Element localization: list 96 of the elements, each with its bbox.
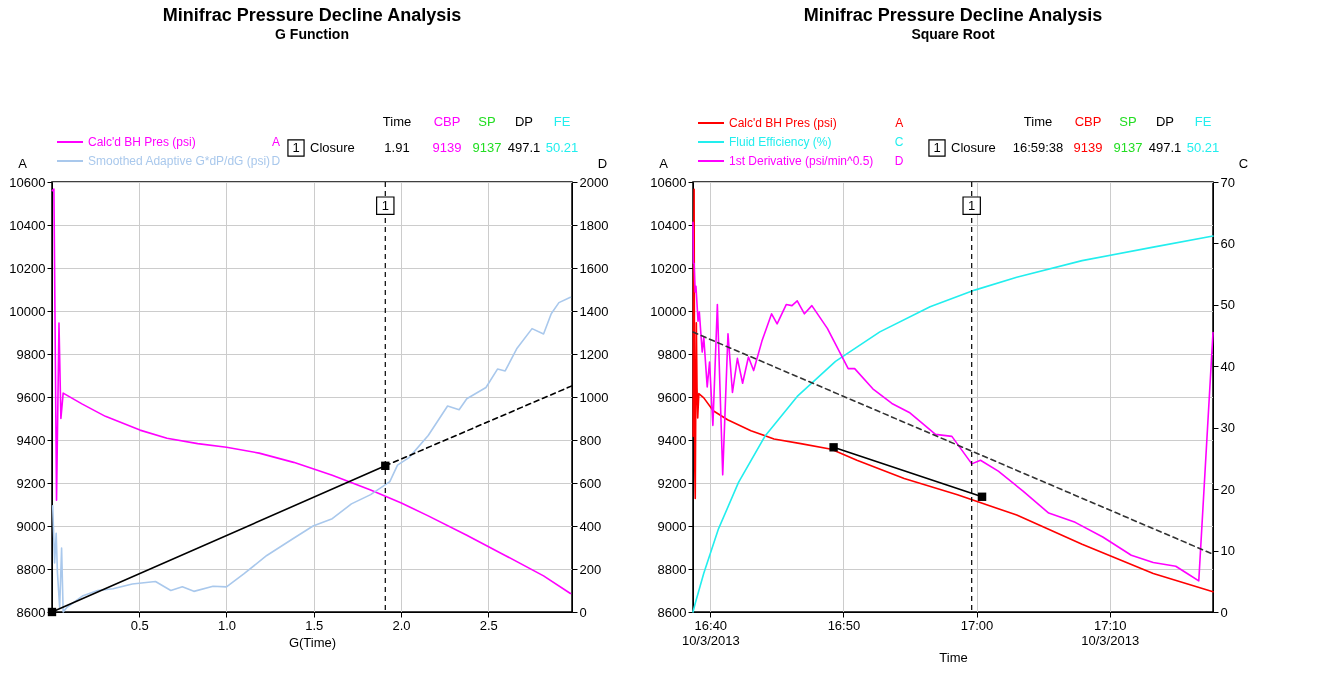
- y2-tick-label: 40: [1220, 358, 1235, 374]
- y2-tick-label: 1800: [579, 217, 609, 233]
- y2-tick-label: 600: [579, 475, 602, 491]
- y-tick-label: 10600: [650, 174, 687, 190]
- text: 497.1: [507, 140, 541, 155]
- text: A: [271, 135, 280, 149]
- text: CBP: [1074, 114, 1102, 129]
- x-axis-title: Time: [939, 649, 968, 665]
- legend-label: Smoothed Adaptive G*dP/dG (psi): [88, 154, 271, 168]
- x-tick-label: 16:50: [827, 617, 861, 633]
- x-tick-label: 0.5: [130, 617, 149, 633]
- y-tick-label: 9400: [16, 432, 46, 448]
- y2-tick-label: 1400: [579, 303, 609, 319]
- y2-tick-label: 70: [1220, 174, 1235, 190]
- text: 1: [292, 140, 300, 155]
- chart-subtitle: Square Root: [911, 26, 995, 42]
- text: 16:59:38: [1012, 140, 1064, 155]
- y-tick-label: 9200: [16, 475, 46, 491]
- x-tick-label: 17:10 10/3/2013: [1081, 617, 1140, 648]
- text: 50.21: [1186, 140, 1220, 155]
- y2-tick-label: 800: [579, 432, 602, 448]
- y2-tick-label: 20: [1220, 481, 1235, 497]
- y2-tick-label: 200: [579, 561, 602, 577]
- y-tick-label: 10000: [9, 303, 46, 319]
- y-axis-title: A: [18, 155, 28, 171]
- legend-label: 1st Derivative (psi/min^0.5): [729, 154, 874, 168]
- y-tick-label: 9200: [657, 475, 687, 491]
- y2-tick-label: 10: [1220, 543, 1235, 559]
- text: CBP: [433, 114, 461, 129]
- legend-label: Calc'd BH Pres (psi): [729, 116, 837, 130]
- y-axis-title: A: [659, 155, 669, 171]
- text: Time: [382, 114, 412, 129]
- legend-label: Calc'd BH Pres (psi): [88, 135, 196, 149]
- text: Time: [1023, 114, 1053, 129]
- y-tick-label: 9600: [657, 389, 687, 405]
- y-tick-label: 9400: [657, 432, 687, 448]
- text: 9139: [1073, 140, 1103, 155]
- text: SP: [478, 114, 496, 129]
- x-tick-label: 16:40 10/3/2013: [681, 617, 740, 648]
- y2-tick-label: 50: [1220, 297, 1235, 313]
- y-tick-label: 9800: [16, 346, 46, 362]
- y-tick-label: 8600: [16, 604, 46, 620]
- text: 9139: [432, 140, 462, 155]
- x-tick-label: 2.5: [479, 617, 498, 633]
- y2-tick-label: 60: [1220, 235, 1235, 251]
- y-tick-label: 10200: [9, 260, 46, 276]
- y2-tick-label: 30: [1220, 420, 1235, 436]
- text: 1.91: [384, 140, 410, 155]
- x-axis-title: G(Time): [288, 634, 337, 650]
- y2-tick-label: 0: [579, 604, 587, 620]
- y2-axis-title: C: [1238, 155, 1249, 171]
- y-tick-label: 10600: [9, 174, 46, 190]
- text: 497.1: [1148, 140, 1182, 155]
- y2-axis-title: D: [597, 155, 608, 171]
- text: 50.21: [545, 140, 579, 155]
- y-tick-label: 9600: [16, 389, 46, 405]
- chart-title: Minifrac Pressure Decline Analysis: [803, 5, 1103, 25]
- y-tick-label: 8600: [657, 604, 687, 620]
- y2-tick-label: 1600: [579, 260, 609, 276]
- y2-tick-label: 0: [1220, 604, 1228, 620]
- text: 1: [933, 140, 941, 155]
- text: 9137: [1113, 140, 1143, 155]
- x-tick-label: 2.0: [392, 617, 411, 633]
- y-tick-label: 9000: [657, 518, 687, 534]
- y2-tick-label: 1000: [579, 389, 609, 405]
- y2-tick-label: 2000: [579, 174, 609, 190]
- text: DP: [514, 114, 534, 129]
- y2-tick-label: 400: [579, 518, 602, 534]
- x-tick-label: 1.0: [217, 617, 237, 633]
- y2-tick-label: 1200: [579, 346, 609, 362]
- text: A: [895, 116, 904, 130]
- chart-title: Minifrac Pressure Decline Analysis: [162, 5, 462, 25]
- y-tick-label: 9800: [657, 346, 687, 362]
- text: D: [894, 154, 904, 168]
- text: Closure: [951, 140, 996, 155]
- text: DP: [1155, 114, 1175, 129]
- y-tick-label: 8800: [16, 561, 46, 577]
- y-tick-label: 10000: [650, 303, 687, 319]
- text: Closure: [310, 140, 355, 155]
- text: SP: [1119, 114, 1137, 129]
- annotation: 1: [381, 197, 389, 213]
- y-tick-label: 10400: [9, 217, 46, 233]
- text: 9137: [472, 140, 502, 155]
- x-tick-label: 17:00: [960, 617, 994, 633]
- y-tick-label: 8800: [657, 561, 687, 577]
- legend-label: Fluid Efficiency (%): [729, 135, 832, 149]
- x-tick-label: 1.5: [305, 617, 324, 633]
- chart-subtitle: G Function: [275, 26, 349, 42]
- text: C: [894, 135, 904, 149]
- text: FE: [553, 114, 571, 129]
- y-tick-label: 10200: [650, 260, 687, 276]
- text: D: [271, 154, 281, 168]
- annotation: 1: [968, 197, 976, 213]
- y-tick-label: 9000: [16, 518, 46, 534]
- text: FE: [1194, 114, 1212, 129]
- y-tick-label: 10400: [650, 217, 687, 233]
